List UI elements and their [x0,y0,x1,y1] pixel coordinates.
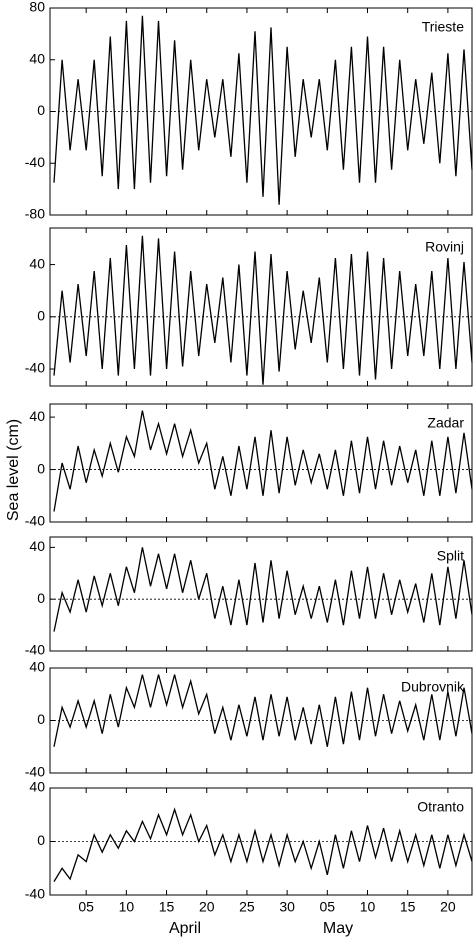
y-tick-label: -40 [25,642,45,658]
station-name: Trieste [422,19,464,35]
month-label: May [323,920,353,937]
sea-level-line [53,235,473,385]
y-tick-label: 40 [29,779,45,795]
y-tick-label: 40 [29,538,45,554]
panel-frame [49,403,473,523]
x-tick-label: 15 [400,899,416,915]
x-tick-label: 30 [279,899,295,915]
y-tick-label: 80 [29,0,45,15]
y-tick-label: 0 [37,832,45,848]
y-tick-label: 40 [29,659,45,675]
x-tick-label: 15 [159,899,175,915]
sea-level-line [53,410,473,512]
sea-level-line [53,807,473,882]
x-tick-label: 10 [119,899,135,915]
x-tick-label: 10 [360,899,376,915]
station-name: Rovinj [425,239,464,255]
station-name: Split [437,548,464,564]
x-tick-label: 05 [78,899,94,915]
y-tick-label: -40 [25,513,45,529]
y-tick-label: -40 [25,360,45,376]
y-tick-label: -40 [25,886,45,902]
station-name: Dubrovnik [401,679,465,695]
y-tick-label: 40 [29,50,45,66]
y-tick-label: 0 [37,102,45,118]
y-tick-label: 0 [37,590,45,606]
sea-level-line [53,547,473,632]
y-tick-label: 40 [29,408,45,424]
sea-level-line [53,674,473,747]
y-tick-label: 40 [29,255,45,271]
y-tick-label: 0 [37,307,45,323]
panel-frame [49,227,473,387]
x-tick-label: 20 [199,899,215,915]
panel-frame [49,536,473,652]
x-tick-label: 20 [440,899,456,915]
x-tick-label: 25 [239,899,255,915]
station-name: Otranto [417,799,464,815]
y-tick-label: -80 [25,206,45,222]
y-axis-label: Sea level (cm) [5,419,22,521]
x-tick-label: 05 [320,899,336,915]
y-tick-label: -40 [25,764,45,780]
sea-level-line [53,15,473,205]
station-name: Zadar [427,415,464,431]
panel-frame [49,787,473,896]
y-tick-label: 0 [37,711,45,727]
y-tick-label: -40 [25,154,45,170]
month-label: April [169,920,201,937]
panel-frame [49,7,473,216]
y-tick-label: 0 [37,460,45,476]
